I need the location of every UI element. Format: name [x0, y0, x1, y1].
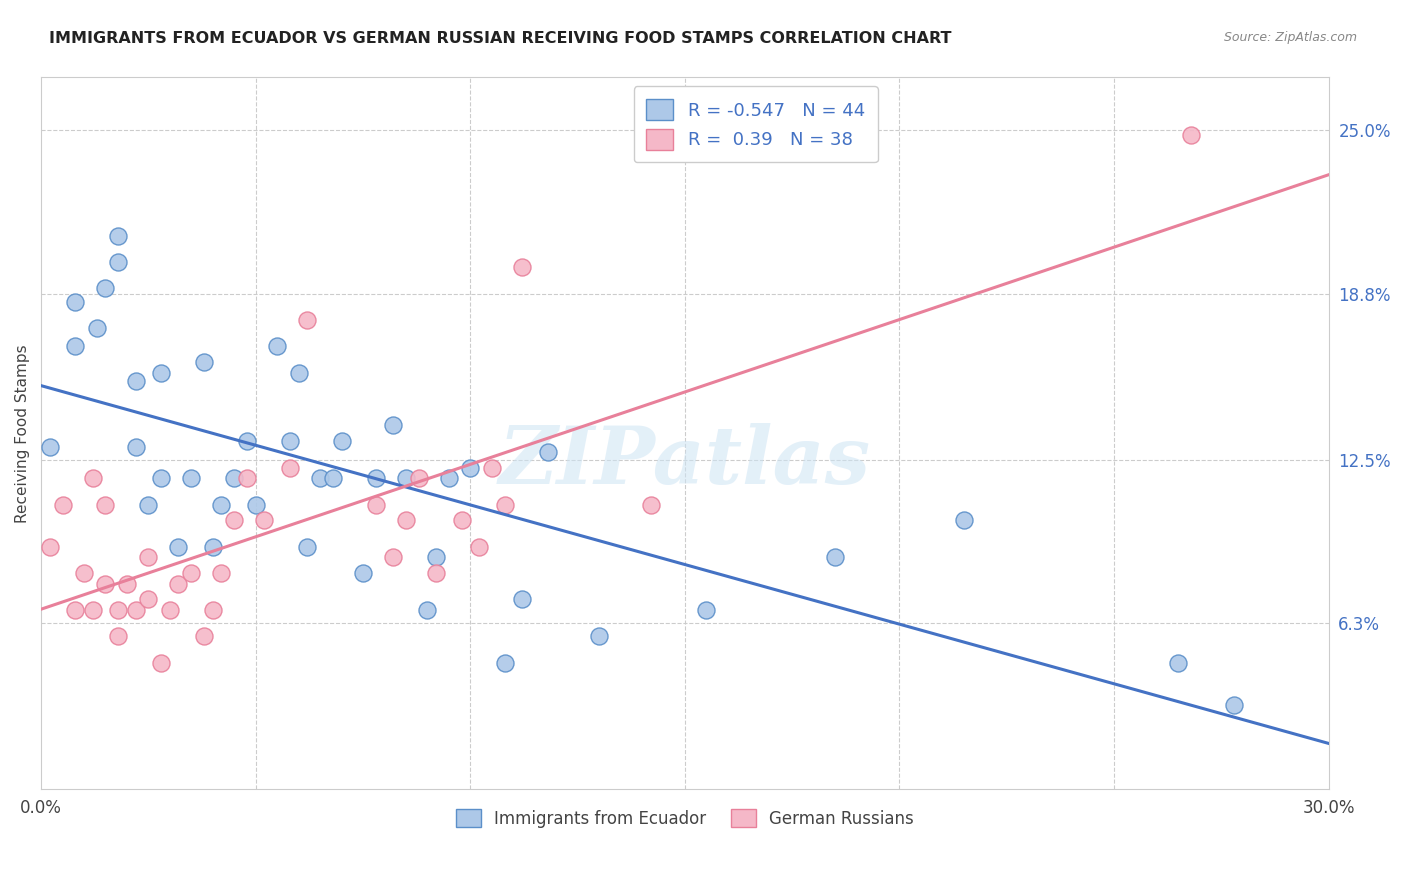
Point [295, 313, 318, 327]
Point [138, 550, 160, 565]
Text: IMMIGRANTS FROM ECUADOR VS GERMAN RUSSIAN RECEIVING FOOD STAMPS CORRELATION CHAR: IMMIGRANTS FROM ECUADOR VS GERMAN RUSSIA… [49, 31, 952, 46]
Point [94, 576, 117, 591]
Point [82, 603, 104, 617]
Point [209, 498, 232, 512]
Point [824, 550, 846, 565]
Point [150, 366, 173, 380]
Point [364, 498, 387, 512]
Point [382, 418, 405, 433]
Point [295, 540, 318, 554]
Point [138, 498, 160, 512]
Point [450, 513, 472, 527]
Point [510, 260, 533, 275]
Point [180, 471, 202, 485]
Point [73, 566, 96, 580]
Point [245, 498, 267, 512]
Y-axis label: Receiving Food Stamps: Receiving Food Stamps [15, 344, 30, 523]
Point [167, 540, 190, 554]
Point [65, 603, 87, 617]
Point [330, 434, 353, 449]
Point [481, 460, 503, 475]
Point [107, 629, 129, 643]
Point [695, 603, 717, 617]
Point [82, 471, 104, 485]
Point [278, 460, 301, 475]
Point [65, 339, 87, 353]
Point [86, 321, 108, 335]
Point [458, 460, 481, 475]
Point [224, 513, 246, 527]
Point [107, 603, 129, 617]
Point [1167, 656, 1189, 670]
Point [640, 498, 662, 512]
Point [38, 540, 60, 554]
Point [253, 513, 276, 527]
Point [150, 471, 173, 485]
Point [94, 281, 117, 295]
Text: ZIPatlas: ZIPatlas [499, 423, 870, 500]
Point [52, 498, 75, 512]
Point [953, 513, 976, 527]
Point [94, 498, 117, 512]
Point [588, 629, 610, 643]
Point [236, 434, 259, 449]
Text: Source: ZipAtlas.com: Source: ZipAtlas.com [1223, 31, 1357, 45]
Point [107, 228, 129, 243]
Point [468, 540, 491, 554]
Point [416, 603, 439, 617]
Point [494, 498, 516, 512]
Point [150, 656, 173, 670]
Point [180, 566, 202, 580]
Point [395, 471, 418, 485]
Point [38, 440, 60, 454]
Point [209, 566, 232, 580]
Point [167, 576, 190, 591]
Point [193, 355, 215, 369]
Point [138, 592, 160, 607]
Point [193, 629, 215, 643]
Point [1223, 698, 1246, 712]
Point [309, 471, 332, 485]
Point [287, 366, 309, 380]
Point [107, 255, 129, 269]
Point [536, 444, 558, 458]
Point [382, 550, 405, 565]
Point [352, 566, 374, 580]
Point [395, 513, 418, 527]
Point [425, 566, 447, 580]
Legend: Immigrants from Ecuador, German Russians: Immigrants from Ecuador, German Russians [449, 802, 921, 834]
Point [425, 550, 447, 565]
Point [437, 471, 460, 485]
Point [236, 471, 259, 485]
Point [322, 471, 344, 485]
Point [201, 540, 224, 554]
Point [65, 294, 87, 309]
Point [124, 603, 146, 617]
Point [266, 339, 288, 353]
Point [159, 603, 181, 617]
Point [408, 471, 430, 485]
Point [364, 471, 387, 485]
Point [124, 440, 146, 454]
Point [201, 603, 224, 617]
Point [510, 592, 533, 607]
Point [1180, 128, 1202, 143]
Point [224, 471, 246, 485]
Point [115, 576, 138, 591]
Point [124, 374, 146, 388]
Point [278, 434, 301, 449]
Point [494, 656, 516, 670]
